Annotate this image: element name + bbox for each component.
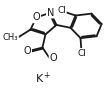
Text: O: O <box>50 53 57 63</box>
Text: N: N <box>47 8 54 18</box>
Text: O: O <box>24 46 31 56</box>
Text: Cl: Cl <box>57 6 66 15</box>
Text: CH₃: CH₃ <box>3 33 18 42</box>
Text: Cl: Cl <box>77 49 86 58</box>
Text: O: O <box>33 12 40 22</box>
Text: K$^+$: K$^+$ <box>35 71 52 86</box>
